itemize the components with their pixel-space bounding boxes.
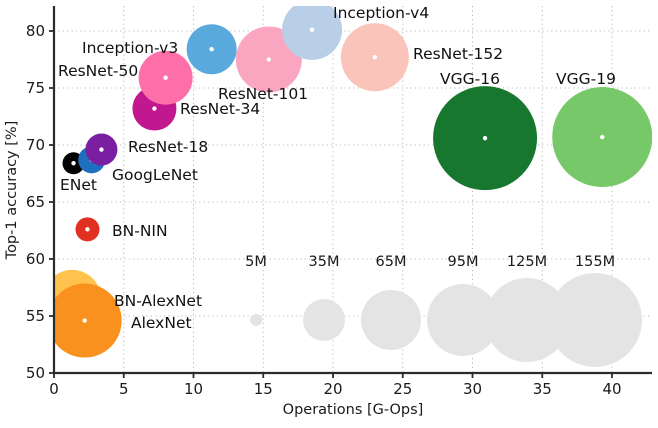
x-axis-title: Operations [G-Ops] bbox=[283, 402, 424, 418]
y-tick-label-60: 60 bbox=[26, 250, 45, 268]
y-tick-label-75: 75 bbox=[26, 79, 45, 97]
y-tick-label-50: 50 bbox=[26, 364, 45, 382]
legend-label-95M: 95M bbox=[448, 254, 479, 270]
bubble-center-dot-vgg-19 bbox=[600, 134, 605, 140]
y-tick-label-80: 80 bbox=[26, 22, 45, 40]
bubble-center-dot-resnet-101 bbox=[266, 57, 272, 62]
y-tick-label-70: 70 bbox=[26, 136, 45, 154]
bubble-center-dot-resnet-50 bbox=[163, 75, 168, 80]
bubble-center-dot-resnet-152 bbox=[372, 55, 378, 60]
point-label-vgg-19: VGG-19 bbox=[556, 70, 616, 88]
legend-label-5M: 5M bbox=[245, 254, 267, 270]
point-label-bn-nin: BN-NIN bbox=[112, 222, 168, 240]
bubble-center-dot-inception-v3 bbox=[209, 47, 214, 52]
point-label-bn-alexnet: BN-AlexNet bbox=[114, 292, 202, 310]
x-tick-label-30: 30 bbox=[463, 380, 482, 398]
y-tick-label-55: 55 bbox=[26, 307, 45, 325]
point-label-alexnet: AlexNet bbox=[131, 314, 192, 332]
x-tick-label-20: 20 bbox=[323, 380, 342, 398]
legend-bubble-65M bbox=[361, 290, 421, 350]
point-label-googlenet: GoogLeNet bbox=[112, 166, 198, 184]
point-label-resnet-101: ResNet-101 bbox=[218, 85, 308, 103]
legend-bubble-5M bbox=[250, 314, 262, 326]
x-tick-label-35: 35 bbox=[533, 380, 552, 398]
x-tick-label-5: 5 bbox=[119, 380, 129, 398]
x-tick-label-0: 0 bbox=[49, 380, 59, 398]
point-label-resnet-152: ResNet-152 bbox=[413, 45, 503, 63]
point-label-enet: ENet bbox=[60, 176, 97, 194]
y-tick-label-65: 65 bbox=[26, 193, 45, 211]
x-tick-label-15: 15 bbox=[254, 380, 273, 398]
point-label-inception-v3: Inception-v3 bbox=[82, 39, 178, 57]
bubble-center-dot-resnet-34 bbox=[152, 106, 157, 111]
data-points-group bbox=[48, 0, 652, 358]
bubble-inception-v4[interactable] bbox=[282, 0, 343, 60]
y-axis-title: Top-1 accuracy [%] bbox=[4, 121, 20, 261]
bubble-center-dot-vgg-16 bbox=[482, 135, 488, 141]
legend-bubble-155M bbox=[548, 273, 642, 367]
bubble-center-dot-bn-nin bbox=[85, 227, 90, 232]
bubble-center-dot-enet bbox=[71, 161, 76, 166]
point-label-resnet-34: ResNet-34 bbox=[180, 100, 260, 118]
point-label-vgg-16: VGG-16 bbox=[440, 70, 500, 88]
point-label-inception-v4: Inception-v4 bbox=[333, 4, 429, 22]
legend-bubble-95M bbox=[427, 284, 499, 356]
legend-label-125M: 125M bbox=[507, 254, 547, 270]
x-tick-label-10: 10 bbox=[184, 380, 203, 398]
point-label-resnet-50: ResNet-50 bbox=[58, 62, 138, 80]
legend-label-155M: 155M bbox=[575, 254, 615, 270]
x-tick-label-25: 25 bbox=[393, 380, 412, 398]
legend-bubble-125M bbox=[485, 278, 569, 362]
bubble-center-dot-resnet-18 bbox=[99, 147, 104, 152]
legend-label-35M: 35M bbox=[309, 254, 340, 270]
point-label-resnet-18: ResNet-18 bbox=[128, 138, 208, 156]
x-tick-label-40: 40 bbox=[602, 380, 621, 398]
bubble-alexnet[interactable] bbox=[48, 283, 122, 358]
legend-bubble-35M bbox=[303, 299, 345, 341]
bubble-center-dot-alexnet bbox=[82, 318, 87, 323]
legend-label-65M: 65M bbox=[376, 254, 407, 270]
bubble-center-dot-inception-v4 bbox=[309, 27, 315, 33]
